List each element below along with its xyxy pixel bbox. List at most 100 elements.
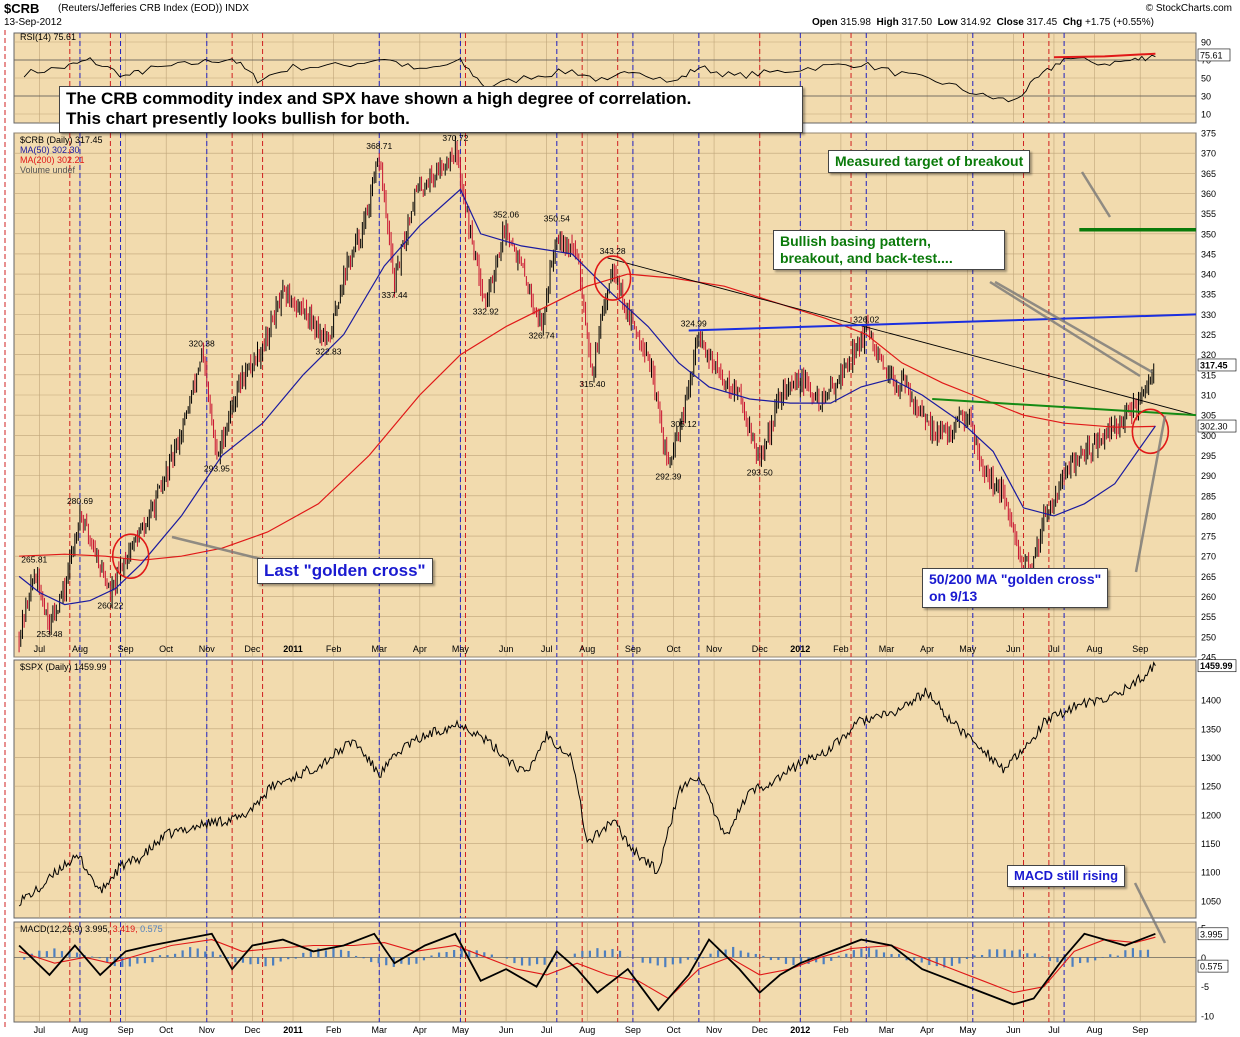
macd-signal-line bbox=[18, 936, 1156, 1000]
macd-hist-bar bbox=[106, 957, 109, 963]
crb-tick-label: 300 bbox=[1201, 431, 1216, 441]
crb-x-label: 2011 bbox=[283, 644, 303, 654]
macd-hist-bar bbox=[950, 957, 953, 966]
crb-tick-label: 275 bbox=[1201, 532, 1216, 542]
ma-last-value: 302.30 bbox=[1200, 422, 1228, 432]
hist-last-box bbox=[1197, 959, 1229, 973]
spx-legend: $SPX (Daily) 1459.99 bbox=[20, 662, 107, 672]
macd-hist-bar bbox=[1071, 957, 1074, 967]
macd-hist-bar bbox=[279, 957, 282, 962]
macd-hist-bar bbox=[520, 957, 524, 966]
macd-hist-bar bbox=[905, 957, 908, 961]
macd-hist-bar bbox=[573, 953, 576, 958]
macd-hist-bar bbox=[415, 957, 418, 964]
spx-tick-label: 1100 bbox=[1201, 868, 1220, 878]
crb-x-label: Nov bbox=[706, 644, 723, 654]
macd-x-label: Dec bbox=[244, 1025, 261, 1035]
crb-tick-label: 270 bbox=[1201, 552, 1216, 562]
macd-hist-bar bbox=[535, 957, 539, 965]
macd-hist-bar bbox=[407, 957, 410, 965]
crb-x-label: Jul bbox=[541, 644, 553, 654]
macd-hist-bar bbox=[385, 957, 388, 966]
macd-hist-bar bbox=[249, 957, 252, 965]
macd-x-label: Jul bbox=[34, 1025, 46, 1035]
callout-connector bbox=[989, 280, 1141, 378]
macd-hist-bar bbox=[60, 951, 64, 958]
macd-x-label: May bbox=[452, 1025, 470, 1035]
price-annotation: 305.12 bbox=[671, 419, 697, 429]
macd-hist-bar bbox=[45, 951, 48, 958]
macd-hist-bar bbox=[23, 957, 26, 960]
macd-hist-bar bbox=[98, 957, 101, 959]
price-annotation: 368.71 bbox=[366, 141, 392, 151]
price-annotation: 332.92 bbox=[473, 306, 499, 316]
crb-tick-label: 335 bbox=[1201, 290, 1216, 300]
macd-hist-bar bbox=[694, 957, 697, 960]
black-trendline bbox=[607, 257, 1197, 416]
macd-hist-bar bbox=[513, 957, 516, 964]
crb-tick-label: 340 bbox=[1201, 270, 1216, 280]
macd-x-label: Jun bbox=[499, 1025, 514, 1035]
crb-tick-label: 305 bbox=[1201, 411, 1216, 421]
macd-hist-bar bbox=[1026, 953, 1029, 958]
crb-tick-label: 345 bbox=[1201, 249, 1216, 259]
crb-x-label: May bbox=[452, 644, 470, 654]
macd-hist-bar bbox=[988, 949, 991, 958]
crb-x-label: Dec bbox=[244, 644, 261, 654]
crb-last-value: 317.45 bbox=[1200, 360, 1228, 370]
crb-tick-label: 375 bbox=[1201, 129, 1216, 139]
macd-hist-bar bbox=[1063, 957, 1067, 963]
rsi-last-value: 75.61 bbox=[1200, 50, 1223, 60]
spx-last-box bbox=[1197, 659, 1237, 673]
macd-hist-bar bbox=[287, 957, 290, 960]
ma50-line bbox=[18, 188, 1156, 606]
crb-x-label: Mar bbox=[372, 644, 388, 654]
macd-x-label: Mar bbox=[879, 1025, 895, 1035]
macd-hist-bar bbox=[913, 957, 916, 961]
macd-hist-bar bbox=[1041, 956, 1044, 958]
spx-line bbox=[18, 661, 1156, 907]
macd-hist-bar bbox=[1011, 950, 1014, 958]
crb-legend-2: MA(200) 302.21 bbox=[20, 155, 85, 165]
macd-hist-bar bbox=[928, 957, 931, 966]
macd-x-label: Aug bbox=[1087, 1025, 1103, 1035]
macd-hist-bar bbox=[965, 957, 969, 959]
crb-x-label: Jul bbox=[1048, 644, 1060, 654]
price-annotation: 293.50 bbox=[747, 468, 773, 478]
basing-annotation: Bullish basing pattern, breakout, and ba… bbox=[773, 230, 1005, 270]
crb-x-label: May bbox=[959, 644, 977, 654]
macd-hist-bar bbox=[1056, 957, 1059, 963]
price-annotation: 260.22 bbox=[97, 601, 123, 611]
macd-hist-bar bbox=[1146, 949, 1150, 958]
macd-hist-bar bbox=[68, 951, 71, 958]
macd-hist-bar bbox=[784, 957, 788, 964]
crb-x-label: Aug bbox=[579, 644, 595, 654]
crb-tick-label: 310 bbox=[1201, 391, 1216, 401]
spx-tick-label: 1150 bbox=[1201, 839, 1220, 849]
macd-hist-bar bbox=[483, 952, 486, 958]
macd-hist-bar bbox=[588, 950, 591, 958]
macd-x-label: Feb bbox=[833, 1025, 849, 1035]
price-annotation: 326.02 bbox=[853, 315, 879, 325]
crb-tick-label: 360 bbox=[1201, 189, 1216, 199]
macd-hist-bar bbox=[437, 952, 441, 958]
crb-tick-label: 320 bbox=[1201, 350, 1216, 360]
rsi-tick-label: 30 bbox=[1201, 92, 1211, 102]
callout-connector bbox=[994, 280, 1153, 374]
macd-hist-bar bbox=[626, 956, 629, 958]
ma200-line bbox=[19, 273, 1156, 561]
macd-x-label: Jun bbox=[1006, 1025, 1021, 1035]
macd-hist-bar bbox=[996, 949, 999, 958]
macd-x-label: Jul bbox=[1048, 1025, 1060, 1035]
macd-hist-bar bbox=[739, 950, 742, 958]
macd-hist-bar bbox=[309, 949, 312, 958]
macd-x-label: 2011 bbox=[283, 1025, 303, 1035]
cross-circle bbox=[111, 533, 150, 580]
macd-hist-bar bbox=[234, 957, 237, 963]
rsi-last-box bbox=[1197, 48, 1231, 62]
macd-hist-bar bbox=[324, 950, 328, 958]
price-annotation: 292.39 bbox=[655, 472, 681, 482]
macd-hist-bar bbox=[377, 957, 380, 964]
macd-hist-bar bbox=[430, 955, 433, 958]
macd-hist-bar bbox=[128, 957, 131, 967]
